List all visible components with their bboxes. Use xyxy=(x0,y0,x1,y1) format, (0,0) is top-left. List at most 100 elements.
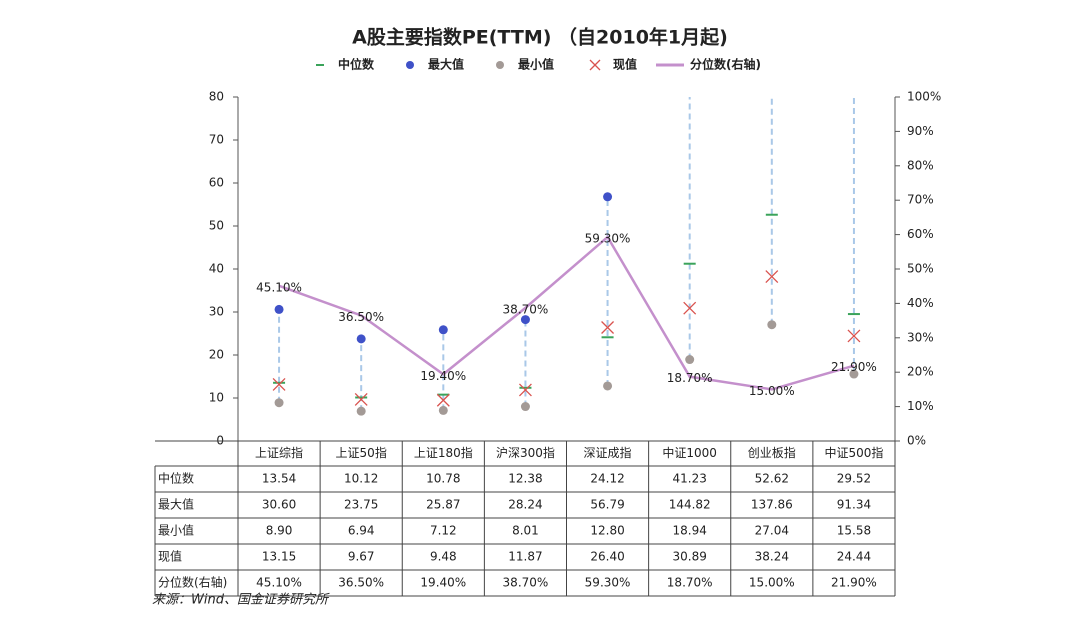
legend-label: 现值 xyxy=(613,57,637,72)
data-label: 15.00% xyxy=(749,384,795,398)
table-cell: 8.90 xyxy=(266,524,293,538)
current-mark xyxy=(601,321,615,334)
table-cell: 25.87 xyxy=(426,498,460,512)
current-mark xyxy=(436,393,450,407)
table-cell: 9.67 xyxy=(348,550,375,564)
y-tick-label: 10 xyxy=(209,391,224,405)
table-cell: 91.34 xyxy=(837,498,871,512)
current-mark xyxy=(272,377,286,391)
table-cell: 15.58 xyxy=(837,524,871,538)
row-header: 最大值 xyxy=(158,497,194,512)
current-mark xyxy=(847,329,861,343)
table-cell: 24.12 xyxy=(590,472,624,486)
x-tick-label: 创业板指 xyxy=(748,445,796,460)
row-header: 分位数(右轴) xyxy=(158,575,227,590)
y-tick-label: 60 xyxy=(209,176,224,190)
table-cell: 18.70% xyxy=(667,576,713,590)
dot-mark xyxy=(849,369,859,379)
table-cell: 8.01 xyxy=(512,524,539,538)
dot-mark xyxy=(356,334,366,344)
dot-mark xyxy=(520,315,530,325)
table-cell: 30.60 xyxy=(262,498,296,512)
chart-title: A股主要指数PE(TTM) （自2010年1月起) xyxy=(352,26,728,49)
y2-tick-label: 70% xyxy=(907,193,934,207)
dot-mark xyxy=(438,405,448,415)
table-cell: 45.10% xyxy=(256,576,302,590)
table-cell: 6.94 xyxy=(348,524,375,538)
table-cell: 13.15 xyxy=(262,550,296,564)
legend-label: 中位数 xyxy=(338,57,375,72)
source: 来源：Wind、国金证券研究所 xyxy=(152,592,330,608)
table-cell: 137.86 xyxy=(751,498,793,512)
row-header: 现值 xyxy=(158,549,182,564)
y-tick-label: 80 xyxy=(209,90,224,104)
dot-mark xyxy=(767,320,777,330)
table-cell: 38.24 xyxy=(755,550,789,564)
dot-mark xyxy=(603,192,613,202)
table-cell: 26.40 xyxy=(590,550,624,564)
data-label: 21.90% xyxy=(831,360,877,374)
current-mark xyxy=(518,383,532,397)
plot-area xyxy=(272,44,861,416)
data-label: 18.70% xyxy=(667,371,713,385)
data-label: 19.40% xyxy=(420,369,466,383)
y2-tick-label: 50% xyxy=(907,262,934,276)
table-cell: 144.82 xyxy=(669,498,711,512)
x-tick-label: 深证成指 xyxy=(584,445,632,460)
legend-label: 分位数(右轴) xyxy=(690,57,761,72)
table-cell: 19.40% xyxy=(420,576,466,590)
table-cell: 10.78 xyxy=(426,472,460,486)
y2-tick-label: 30% xyxy=(907,330,934,344)
x-tick-label: 上证180指 xyxy=(414,445,473,460)
dot-mark xyxy=(685,355,695,365)
y2-tick-label: 60% xyxy=(907,227,934,241)
current-mark xyxy=(683,301,697,315)
x-tick-label: 中证1000 xyxy=(662,445,717,460)
dot-mark xyxy=(849,44,858,53)
data-label: 38.70% xyxy=(503,302,549,316)
y2-tick-label: 100% xyxy=(907,90,941,104)
data-label: 36.50% xyxy=(338,310,384,324)
table-cell: 41.23 xyxy=(673,472,707,486)
x-tick-label: 中证500指 xyxy=(824,445,883,460)
y-tick-label: 50 xyxy=(209,219,224,233)
table-cell: 10.12 xyxy=(344,472,378,486)
current-mark xyxy=(354,392,368,406)
table-cell: 38.70% xyxy=(503,576,549,590)
dot-mark xyxy=(603,381,613,391)
table-cell: 24.44 xyxy=(837,550,871,564)
row-header: 最小值 xyxy=(158,523,194,538)
legend-swatch xyxy=(589,59,601,71)
table-cell: 52.62 xyxy=(755,472,789,486)
table-cell: 9.48 xyxy=(430,550,457,564)
y-tick-label: 40 xyxy=(209,262,224,276)
x-tick-label: 沪深300指 xyxy=(496,445,555,460)
table-cell: 59.30% xyxy=(585,576,631,590)
dot-mark xyxy=(274,304,284,314)
y2-tick-label: 20% xyxy=(907,365,934,379)
dot-mark xyxy=(520,402,530,412)
data-label: 59.30% xyxy=(585,232,631,246)
table-cell: 56.79 xyxy=(590,498,624,512)
table-cell: 36.50% xyxy=(338,576,384,590)
y2-tick-label: 0% xyxy=(907,434,926,448)
y2-tick-label: 10% xyxy=(907,399,934,413)
row-header: 中位数 xyxy=(158,471,194,486)
table-cell: 27.04 xyxy=(755,524,789,538)
percentile-line xyxy=(278,235,855,391)
dot-mark xyxy=(356,406,366,416)
x-tick-label: 上证综指 xyxy=(255,445,303,460)
data-label: 45.10% xyxy=(256,280,302,294)
dot-mark xyxy=(438,325,448,335)
table-cell: 23.75 xyxy=(344,498,378,512)
legend-label: 最大值 xyxy=(428,57,464,72)
table-cell: 12.38 xyxy=(508,472,542,486)
y2-tick-label: 40% xyxy=(907,296,934,310)
table-cell: 15.00% xyxy=(749,576,795,590)
table-cell: 13.54 xyxy=(262,472,296,486)
y-tick-label: 70 xyxy=(209,133,224,147)
table-cell: 12.80 xyxy=(590,524,624,538)
table-cell: 30.89 xyxy=(673,550,707,564)
table-cell: 11.87 xyxy=(508,550,542,564)
